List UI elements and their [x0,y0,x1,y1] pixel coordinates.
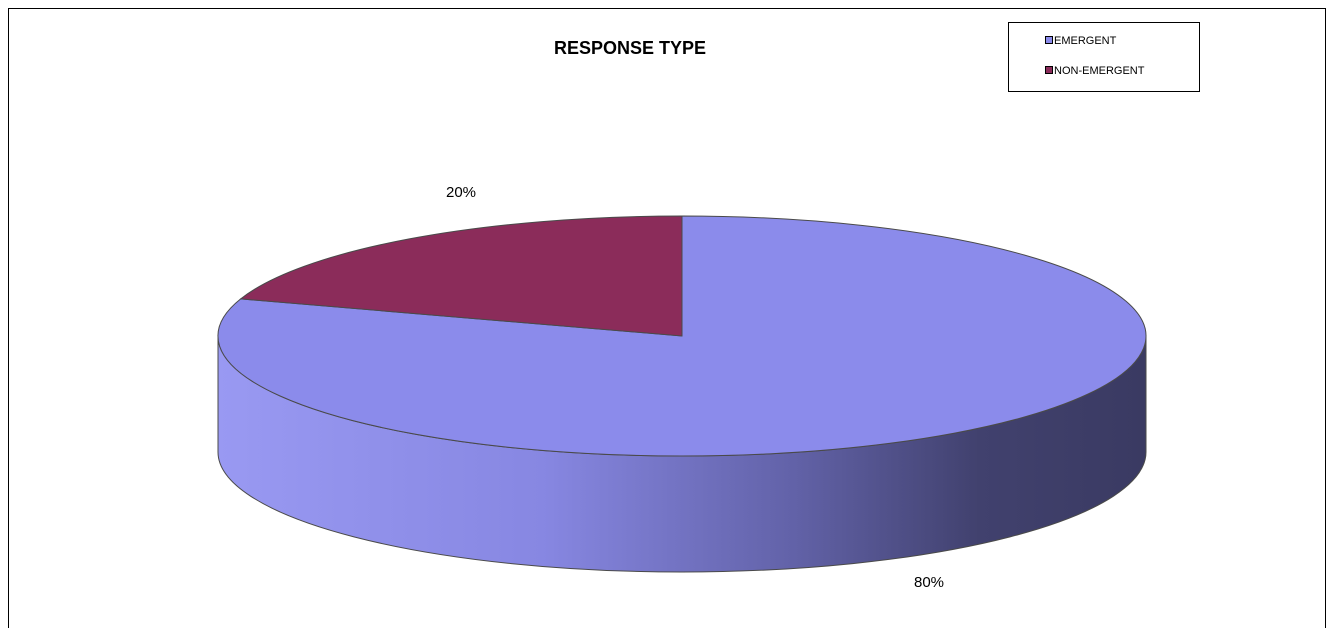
chart-title: RESPONSE TYPE [553,38,707,58]
pie-slice-non-emergent[interactable] [239,215,683,337]
legend-swatch-non-emergent [1045,66,1053,74]
data-label-non-emergent: 20% [446,184,477,201]
legend-swatch-emergent [1045,36,1053,44]
legend-item-emergent: EMERGENT [1045,35,1116,47]
legend: EMERGENT NON-EMERGENT [1008,22,1200,92]
legend-label-emergent: EMERGENT [1054,35,1117,47]
data-label-emergent: 80% [914,574,945,591]
legend-label-non-emergent: NON-EMERGENT [1054,65,1145,77]
legend-item-non-emergent: NON-EMERGENT [1045,65,1144,77]
